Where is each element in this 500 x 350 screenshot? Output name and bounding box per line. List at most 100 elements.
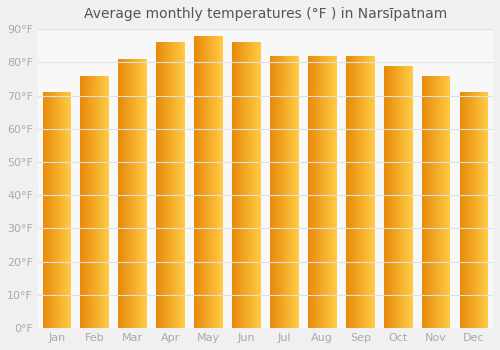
Bar	[349, 56, 350, 328]
Bar	[406, 65, 408, 328]
Bar	[45, 92, 46, 328]
Bar	[257, 42, 258, 328]
Bar	[159, 42, 160, 328]
Bar	[133, 59, 134, 328]
Bar	[196, 36, 197, 328]
Bar	[370, 56, 372, 328]
Bar	[255, 42, 256, 328]
Bar	[236, 42, 237, 328]
Bar	[51, 92, 52, 328]
Bar	[433, 76, 434, 328]
Bar	[460, 92, 461, 328]
Bar	[94, 76, 96, 328]
Bar	[328, 56, 329, 328]
Bar	[65, 92, 66, 328]
Bar	[370, 56, 371, 328]
Bar	[444, 76, 445, 328]
Bar	[197, 36, 198, 328]
Bar	[474, 92, 475, 328]
Bar	[144, 59, 145, 328]
Bar	[473, 92, 474, 328]
Bar	[100, 76, 101, 328]
Bar	[118, 59, 119, 328]
Bar	[310, 56, 311, 328]
Bar	[277, 56, 278, 328]
Bar	[248, 42, 249, 328]
Bar	[321, 56, 322, 328]
Bar	[316, 56, 317, 328]
Bar	[384, 65, 385, 328]
Bar	[179, 42, 180, 328]
Bar	[308, 56, 309, 328]
Bar	[427, 76, 428, 328]
Bar	[430, 76, 431, 328]
Bar	[211, 36, 212, 328]
Bar	[469, 92, 470, 328]
Bar	[215, 36, 216, 328]
Bar	[98, 76, 99, 328]
Bar	[475, 92, 476, 328]
Bar	[360, 56, 362, 328]
Bar	[283, 56, 284, 328]
Bar	[462, 92, 464, 328]
Bar	[119, 59, 120, 328]
Bar	[355, 56, 356, 328]
Bar	[444, 76, 445, 328]
Bar	[177, 42, 178, 328]
Bar	[62, 92, 63, 328]
Bar	[195, 36, 196, 328]
Bar	[178, 42, 179, 328]
Bar	[214, 36, 215, 328]
Bar	[333, 56, 334, 328]
Bar	[482, 92, 483, 328]
Bar	[398, 65, 399, 328]
Bar	[254, 42, 255, 328]
Bar	[232, 42, 233, 328]
Bar	[69, 92, 70, 328]
Bar	[210, 36, 211, 328]
Bar	[200, 36, 201, 328]
Bar	[280, 56, 281, 328]
Bar	[194, 36, 195, 328]
Title: Average monthly temperatures (°F ) in Narsīpatnam: Average monthly temperatures (°F ) in Na…	[84, 7, 447, 21]
Bar	[91, 76, 92, 328]
Bar	[471, 92, 472, 328]
Bar	[348, 56, 349, 328]
Bar	[425, 76, 426, 328]
Bar	[393, 65, 394, 328]
Bar	[157, 42, 158, 328]
Bar	[434, 76, 436, 328]
Bar	[319, 56, 320, 328]
Bar	[279, 56, 280, 328]
Bar	[242, 42, 243, 328]
Bar	[67, 92, 68, 328]
Bar	[50, 92, 51, 328]
Bar	[199, 36, 200, 328]
Bar	[95, 76, 96, 328]
Bar	[287, 56, 288, 328]
Bar	[468, 92, 469, 328]
Bar	[49, 92, 50, 328]
Bar	[145, 59, 146, 328]
Bar	[363, 56, 364, 328]
Bar	[161, 42, 162, 328]
Bar	[240, 42, 241, 328]
Bar	[270, 56, 271, 328]
Bar	[208, 36, 209, 328]
Bar	[478, 92, 479, 328]
Bar	[407, 65, 408, 328]
Bar	[63, 92, 64, 328]
Bar	[259, 42, 260, 328]
Bar	[99, 76, 100, 328]
Bar	[387, 65, 388, 328]
Bar	[396, 65, 397, 328]
Bar	[162, 42, 163, 328]
Bar	[250, 42, 251, 328]
Bar	[140, 59, 141, 328]
Bar	[55, 92, 56, 328]
Bar	[388, 65, 389, 328]
Bar	[54, 92, 55, 328]
Bar	[88, 76, 89, 328]
Bar	[350, 56, 351, 328]
Bar	[425, 76, 426, 328]
